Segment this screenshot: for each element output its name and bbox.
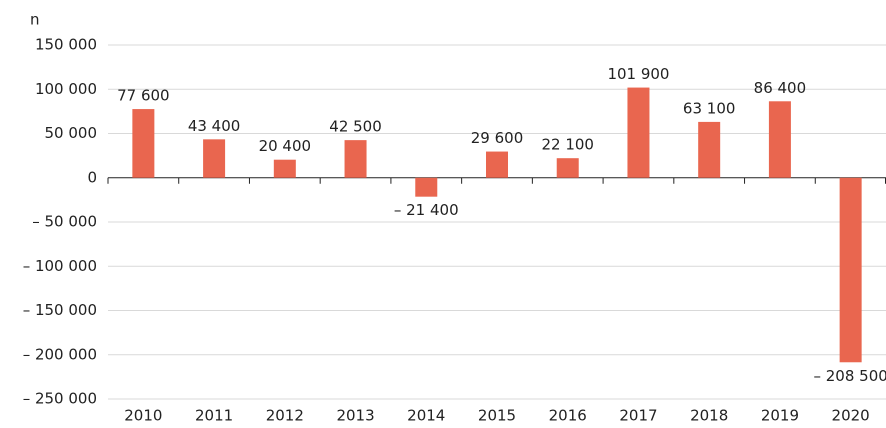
bar: [627, 87, 650, 178]
x-tick-label: 2011: [195, 407, 233, 425]
bar: [698, 121, 721, 178]
data-label: 43 400: [188, 117, 241, 135]
data-label: 22 100: [541, 136, 594, 154]
bar: [344, 140, 367, 178]
y-tick-label: – 100 000: [23, 257, 97, 275]
x-tick-label: 2019: [761, 407, 799, 425]
bar: [839, 177, 862, 363]
bar: [415, 177, 438, 197]
x-tick-label: 2020: [832, 407, 870, 425]
data-label: 29 600: [471, 129, 524, 147]
data-label: 77 600: [117, 87, 170, 105]
x-tick-label: 2013: [336, 407, 374, 425]
y-tick-label: 150 000: [35, 36, 97, 54]
bar: [556, 158, 579, 178]
y-tick-label: 50 000: [45, 124, 98, 142]
x-tick-label: 2014: [407, 407, 445, 425]
y-tick-label: 0: [87, 168, 97, 186]
y-tick-label: – 150 000: [23, 301, 97, 319]
data-label: – 208 500: [813, 367, 886, 385]
bar: [132, 109, 155, 178]
data-label: – 21 400: [394, 201, 459, 219]
y-tick-label: – 250 000: [23, 390, 97, 408]
x-tick-label: 2010: [124, 407, 162, 425]
bar: [273, 159, 296, 178]
y-axis-label: n: [30, 11, 40, 29]
x-tick-label: 2012: [266, 407, 304, 425]
y-tick-label: 100 000: [35, 80, 97, 98]
x-tick-label: 2015: [478, 407, 516, 425]
data-label: 86 400: [754, 79, 807, 97]
bar: [768, 101, 791, 178]
data-label: 63 100: [683, 99, 736, 117]
y-tick-label: – 50 000: [32, 213, 97, 231]
data-label: 20 400: [259, 137, 312, 155]
x-tick-label: 2016: [549, 407, 587, 425]
bar: [203, 139, 226, 178]
data-label: 42 500: [329, 118, 382, 136]
data-label: 101 900: [607, 65, 669, 83]
x-tick-label: 2018: [690, 407, 728, 425]
bar: [486, 151, 508, 178]
x-tick-label: 2017: [619, 407, 657, 425]
y-tick-label: – 200 000: [23, 345, 97, 363]
